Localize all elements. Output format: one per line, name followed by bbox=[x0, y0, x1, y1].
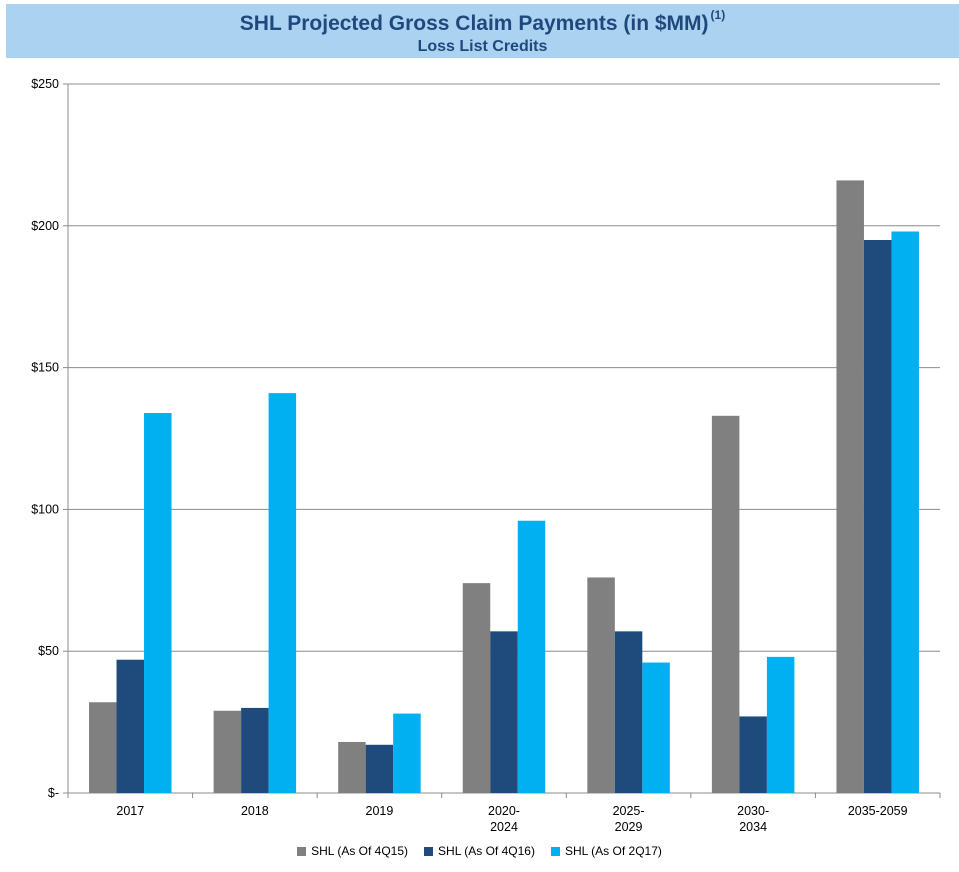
legend-label: SHL (As Of 4Q15) bbox=[311, 844, 409, 858]
title-footnote: (1) bbox=[710, 8, 726, 22]
chart-title-text: SHL Projected Gross Claim Payments (in $… bbox=[239, 12, 709, 35]
x-tick-label: 2024 bbox=[490, 820, 518, 834]
x-tick-label: 2019 bbox=[366, 804, 394, 818]
bar bbox=[490, 631, 518, 793]
x-tick-label: 2020- bbox=[488, 804, 520, 818]
bar bbox=[89, 702, 117, 793]
bars bbox=[89, 180, 919, 794]
bar bbox=[614, 631, 643, 793]
y-tick-label: $150 bbox=[31, 361, 59, 375]
x-tick-label: 2025- bbox=[613, 804, 645, 818]
y-tick-label: $- bbox=[48, 786, 59, 800]
gridlines bbox=[68, 83, 940, 652]
legend-item: SHL (As Of 4Q16) bbox=[424, 844, 535, 858]
y-tick-labels: $- $50 $100 $150 $200 $250 bbox=[31, 77, 59, 800]
bar bbox=[766, 656, 795, 793]
chart-legend: SHL (As Of 4Q15) SHL (As Of 4Q16) SHL (As … bbox=[0, 841, 959, 861]
bar bbox=[711, 415, 740, 793]
legend-label: SHL (As Of 4Q16) bbox=[438, 844, 535, 858]
legend-item: SHL (As Of 2Q17) bbox=[550, 844, 662, 858]
chart-title-band: SHL Projected Gross Claim Payments (in $… bbox=[6, 4, 959, 58]
x-tick-label: 2017 bbox=[116, 804, 144, 818]
bar bbox=[642, 662, 670, 793]
y-tick-label: $50 bbox=[38, 644, 59, 658]
x-tick-label: 2035-2059 bbox=[848, 804, 908, 818]
bar bbox=[836, 180, 864, 793]
legend-swatch bbox=[550, 846, 560, 856]
x-tick-labels: 2017 2018 2019 2020- 2024 2025- 2029 2030- 2034 2… bbox=[116, 804, 907, 834]
bar bbox=[213, 710, 242, 793]
chart-subtitle: Loss List Credits bbox=[417, 38, 548, 55]
y-tick-label: $200 bbox=[31, 219, 59, 233]
bar bbox=[116, 659, 145, 793]
x-tick-label: 2029 bbox=[615, 820, 643, 834]
bar bbox=[739, 716, 767, 793]
bar bbox=[891, 231, 919, 794]
bar bbox=[365, 744, 394, 793]
legend-swatch bbox=[297, 846, 307, 856]
y-tick-label: $100 bbox=[31, 502, 59, 516]
bar bbox=[241, 707, 269, 793]
chart-title: SHL Projected Gross Claim Payments (in $… bbox=[6, 8, 959, 36]
bar bbox=[144, 412, 172, 793]
bar bbox=[517, 520, 546, 793]
legend-item: SHL (As Of 4Q15) bbox=[297, 844, 408, 858]
bar bbox=[863, 239, 892, 794]
x-tick-label: 2030- bbox=[737, 804, 769, 818]
legend-swatch bbox=[424, 846, 434, 856]
legend-label: SHL (As Of 2Q17) bbox=[564, 844, 662, 858]
x-tick-label: 2018 bbox=[241, 804, 269, 818]
bar bbox=[462, 583, 491, 793]
bar bbox=[268, 393, 297, 793]
y-tick-label: $250 bbox=[31, 77, 59, 91]
bar bbox=[393, 713, 421, 793]
x-tick-label: 2034 bbox=[739, 820, 767, 834]
bar bbox=[338, 741, 366, 793]
bar bbox=[587, 577, 615, 793]
